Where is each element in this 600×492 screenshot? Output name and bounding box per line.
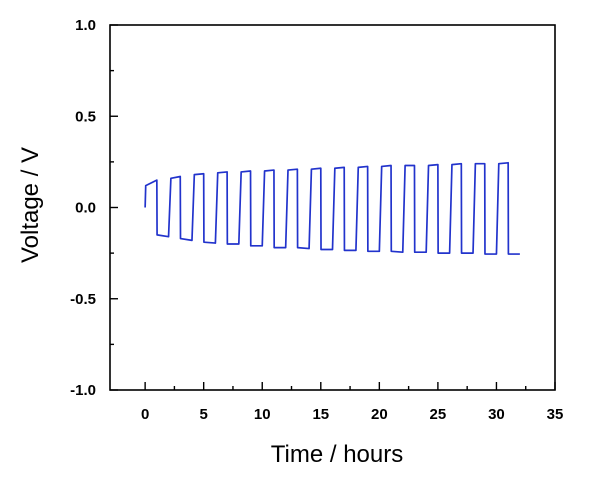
x-axis-tick-labels: 0 5 10 15 20 25 30 35: [141, 406, 563, 423]
plot-frame: [109, 24, 556, 391]
x-tick-label: 5: [200, 406, 208, 423]
x-tick-label: 10: [254, 406, 271, 423]
y-tick-label: 0.5: [75, 108, 96, 125]
x-tick-label: 20: [371, 406, 388, 423]
series-layer: [144, 161, 520, 255]
y-tick-label: -1.0: [70, 382, 96, 399]
y-axis-tick-labels: -1.0 -0.5 0.0 0.5 1.0: [70, 17, 96, 399]
y-axis-title: Voltage / V: [17, 147, 44, 263]
x-tick-label: 25: [430, 406, 447, 423]
y-tick-label: 0.0: [75, 200, 96, 217]
x-tick-label: 0: [141, 406, 149, 423]
x-tick-label: 15: [312, 406, 329, 423]
voltage-series-line: [144, 161, 520, 255]
x-tick-label: 30: [488, 406, 505, 423]
y-tick-label: -0.5: [70, 291, 96, 308]
y-axis-ticks: [110, 24, 118, 391]
y-tick-label: 1.0: [75, 17, 96, 34]
x-tick-label: 35: [547, 406, 564, 423]
x-axis-ticks: [144, 382, 556, 390]
x-axis-title: Time / hours: [271, 441, 403, 468]
